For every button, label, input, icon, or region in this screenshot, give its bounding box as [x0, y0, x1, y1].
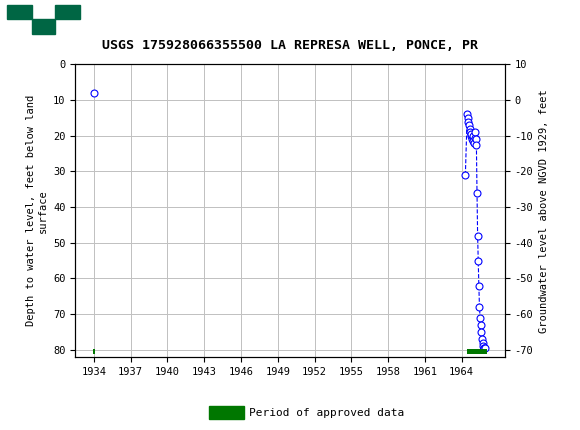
Point: [465, 122, 474, 129]
Point: [474, 257, 483, 264]
Bar: [6, 4, 81, 35]
Point: [476, 314, 485, 321]
Point: [480, 344, 489, 351]
Point: [466, 132, 476, 139]
Point: [477, 336, 487, 343]
Point: [479, 344, 488, 351]
Point: [461, 172, 470, 178]
Bar: [55, 5, 80, 19]
Point: [467, 131, 476, 138]
Point: [467, 136, 477, 143]
Point: [470, 129, 480, 136]
Bar: [32, 19, 55, 34]
Point: [480, 344, 490, 351]
Point: [478, 339, 487, 346]
Point: [469, 138, 478, 144]
Point: [473, 232, 482, 239]
Y-axis label: Depth to water level, feet below land
surface: Depth to water level, feet below land su…: [26, 95, 48, 326]
Point: [470, 134, 479, 141]
Point: [465, 125, 474, 132]
Text: USGS: USGS: [93, 10, 148, 28]
Point: [464, 118, 473, 125]
Point: [463, 111, 472, 118]
Bar: [209, 406, 244, 419]
Point: [466, 129, 475, 136]
Bar: [7, 5, 32, 19]
Point: [89, 89, 99, 96]
Point: [472, 141, 481, 148]
Text: Period of approved data: Period of approved data: [249, 408, 405, 418]
Point: [475, 304, 484, 310]
Y-axis label: Groundwater level above NGVD 1929, feet: Groundwater level above NGVD 1929, feet: [539, 89, 549, 332]
Bar: [466, 350, 487, 354]
Point: [474, 282, 484, 289]
Point: [469, 139, 478, 146]
Point: [463, 114, 473, 121]
Point: [468, 132, 477, 139]
Point: [476, 321, 485, 328]
Point: [472, 190, 481, 197]
Text: USGS 175928066355500 LA REPRESA WELL, PONCE, PR: USGS 175928066355500 LA REPRESA WELL, PO…: [102, 39, 478, 52]
Point: [478, 343, 488, 350]
Point: [477, 329, 486, 335]
Bar: [93, 350, 95, 354]
Point: [471, 136, 480, 143]
